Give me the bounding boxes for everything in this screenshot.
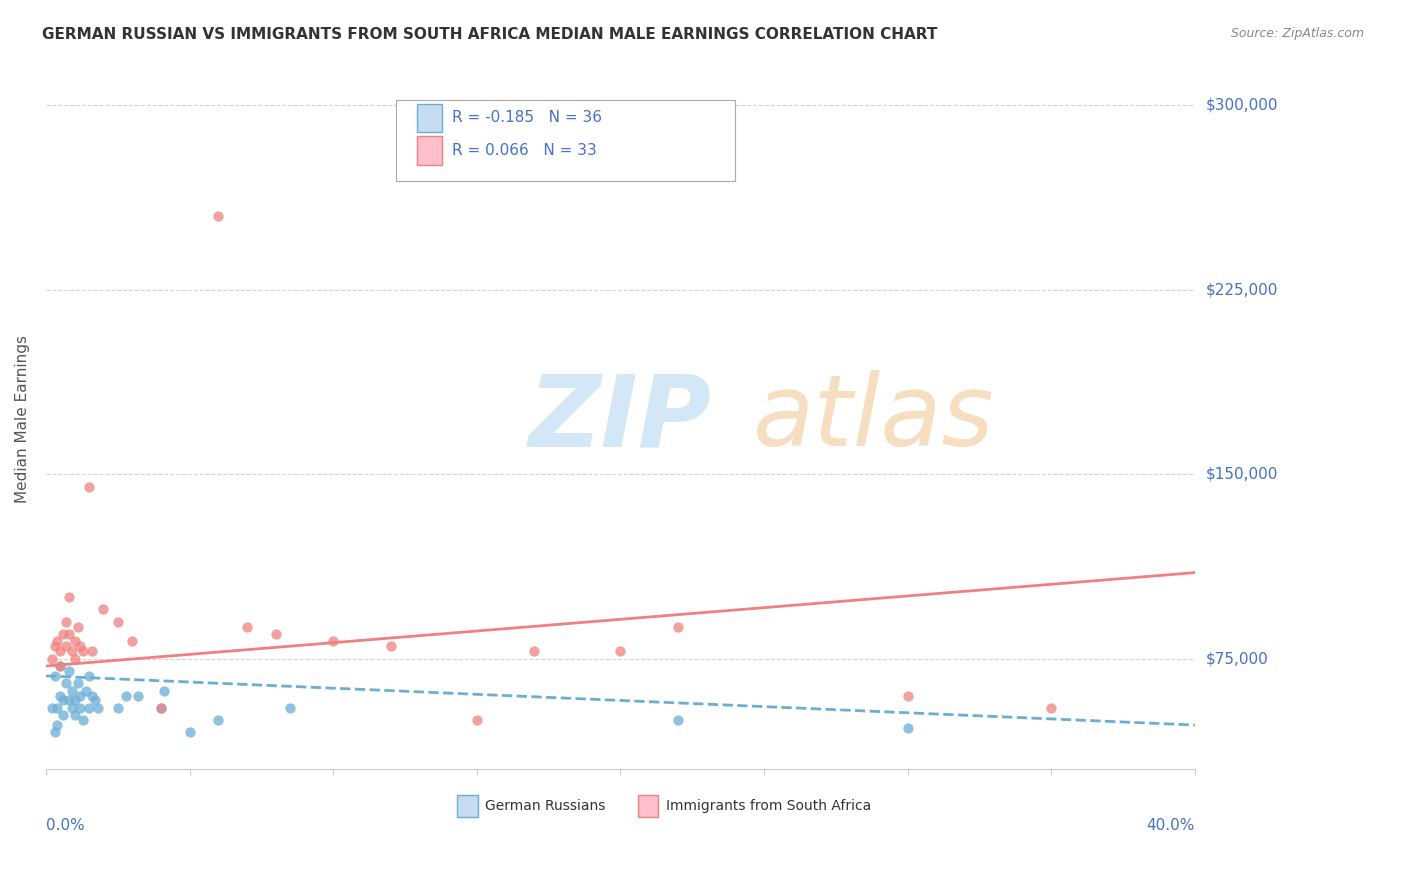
Point [207, 209, 229, 223]
Point [46, 701, 69, 715]
Point [152, 683, 174, 698]
Point [55, 615, 77, 629]
Point [179, 725, 201, 739]
Text: Source: ZipAtlas.com: Source: ZipAtlas.com [1230, 27, 1364, 40]
Text: $75,000: $75,000 [1206, 651, 1268, 666]
Text: R = 0.066   N = 33: R = 0.066 N = 33 [451, 143, 596, 158]
Point [60, 683, 83, 698]
Point [63, 693, 86, 707]
Point [609, 644, 631, 658]
Point [46, 634, 69, 648]
Point [666, 713, 689, 727]
Point [63, 651, 86, 665]
Point [80, 644, 103, 658]
Point [121, 634, 143, 648]
Point [107, 701, 129, 715]
Point [236, 620, 259, 634]
Point [523, 644, 546, 658]
Point [86, 701, 108, 715]
Point [63, 634, 86, 648]
Point [380, 640, 402, 654]
Point [897, 721, 920, 735]
Point [41, 651, 63, 665]
Point [77, 669, 100, 683]
Point [60, 701, 83, 715]
Point [44, 669, 66, 683]
Text: $225,000: $225,000 [1206, 283, 1278, 297]
Text: atlas: atlas [752, 370, 994, 467]
Point [107, 615, 129, 629]
FancyBboxPatch shape [418, 136, 443, 164]
Point [60, 644, 83, 658]
Point [75, 683, 97, 698]
Text: GERMAN RUSSIAN VS IMMIGRANTS FROM SOUTH AFRICA MEDIAN MALE EARNINGS CORRELATION : GERMAN RUSSIAN VS IMMIGRANTS FROM SOUTH … [42, 27, 938, 42]
Point [63, 708, 86, 723]
Point [149, 701, 172, 715]
Text: German Russians: German Russians [485, 798, 605, 813]
FancyBboxPatch shape [418, 103, 443, 132]
Text: $150,000: $150,000 [1206, 467, 1278, 482]
Point [58, 627, 80, 641]
Point [55, 676, 77, 690]
Point [52, 627, 75, 641]
Point [69, 640, 91, 654]
Point [666, 620, 689, 634]
Text: Immigrants from South Africa: Immigrants from South Africa [666, 798, 872, 813]
Point [44, 725, 66, 739]
Point [49, 659, 72, 673]
Text: ZIP: ZIP [529, 370, 711, 467]
Point [69, 689, 91, 703]
Point [1040, 701, 1063, 715]
Point [322, 634, 344, 648]
Point [66, 676, 89, 690]
Point [66, 620, 89, 634]
Point [72, 713, 94, 727]
Point [77, 479, 100, 493]
FancyBboxPatch shape [457, 795, 478, 817]
Point [69, 701, 91, 715]
Point [72, 644, 94, 658]
Point [44, 640, 66, 654]
Point [207, 713, 229, 727]
Point [115, 689, 138, 703]
FancyBboxPatch shape [638, 795, 658, 817]
Point [46, 718, 69, 732]
Text: R = -0.185   N = 36: R = -0.185 N = 36 [451, 110, 602, 125]
Point [897, 689, 920, 703]
Point [264, 627, 287, 641]
Point [55, 640, 77, 654]
Point [80, 689, 103, 703]
Point [41, 701, 63, 715]
Point [465, 713, 488, 727]
Point [58, 693, 80, 707]
Point [49, 659, 72, 673]
Point [49, 689, 72, 703]
Point [52, 693, 75, 707]
Point [58, 591, 80, 605]
Point [127, 689, 149, 703]
Text: 40.0%: 40.0% [1146, 818, 1195, 833]
Point [77, 701, 100, 715]
Text: 0.0%: 0.0% [46, 818, 84, 833]
FancyBboxPatch shape [396, 100, 735, 181]
Point [83, 693, 105, 707]
Point [52, 708, 75, 723]
Point [278, 701, 301, 715]
Y-axis label: Median Male Earnings: Median Male Earnings [15, 334, 30, 503]
Point [58, 664, 80, 678]
Text: $300,000: $300,000 [1206, 98, 1278, 113]
Point [49, 644, 72, 658]
Point [149, 701, 172, 715]
Point [93, 602, 115, 616]
